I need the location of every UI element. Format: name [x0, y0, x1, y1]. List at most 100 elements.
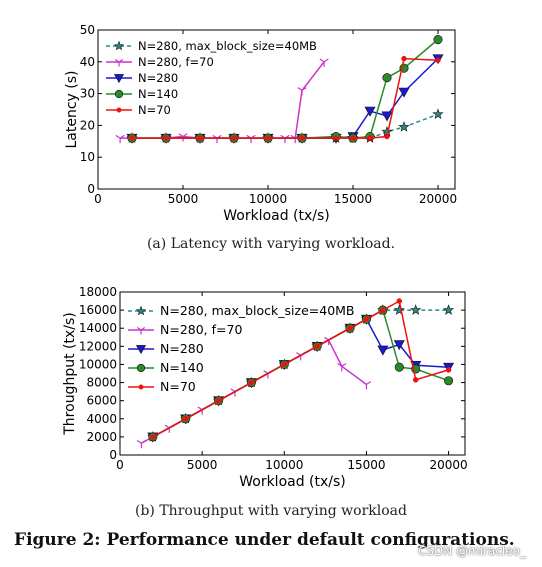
throughput-legend: N=280, max_block_size=40MB N=280, f=70 N=2…: [128, 303, 355, 394]
latency-ytick-label-2: 20: [80, 118, 95, 132]
throughput-ytick-label-3: 6000: [86, 394, 117, 408]
throughput-series-4-line: [152, 299, 449, 438]
throughput-series-4-point-11: [445, 367, 452, 373]
throughput-legend-marker-0: [135, 305, 147, 316]
throughput-series-2-point-8: [377, 345, 389, 356]
latency-xtick-label-0: 0: [94, 192, 102, 206]
latency-legend-label-4: N=70: [138, 103, 171, 117]
throughput-ytick-label-4: 8000: [86, 376, 117, 390]
latency-series-3-point-11: [433, 34, 443, 45]
throughput-ytick-label-2: 4000: [86, 412, 117, 426]
latency-chart: 0 5000 10000 15000 20000 0 10 20 30 40 50 Workload …: [64, 23, 457, 224]
throughput-series-0-point-9: [393, 304, 405, 315]
latency-legend-label-1: N=280, f=70: [138, 55, 214, 69]
latency-legend-marker-2: [113, 74, 125, 84]
throughput-ytick-label-9: 18000: [79, 285, 117, 299]
throughput-legend-marker-4: [138, 384, 144, 390]
throughput-legend-label-1: N=280, f=70: [160, 322, 242, 337]
latency-series-4-point-4: [265, 135, 271, 141]
latency-series-4-point-0: [129, 135, 135, 141]
latency-ytick-label-1: 10: [80, 150, 95, 164]
throughput-series-4: [150, 298, 452, 440]
latency-series-4-point-2: [197, 135, 203, 141]
latency-legend-label-0: N=280, max_block_size=40MB: [138, 39, 317, 53]
watermark: CSDN @miracleo_: [418, 544, 526, 558]
throughput-legend-marker-2: [135, 345, 147, 355]
throughput-ytick-label-7: 14000: [79, 321, 117, 335]
throughput-series-4-point-5: [314, 343, 320, 350]
latency-xtick-label-4: 20000: [419, 192, 457, 206]
throughput-series-0-point-10: [410, 304, 422, 315]
throughput-legend-label-0: N=280, max_block_size=40MB: [160, 303, 355, 318]
throughput-series-4-point-0: [150, 434, 156, 440]
latency-series-2-point-9: [381, 111, 393, 122]
throughput-ytick-label-5: 10000: [79, 357, 117, 371]
latency-legend-marker-1: [114, 59, 124, 67]
latency-ytick-label-3: 30: [80, 87, 95, 101]
latency-series-4-point-9: [384, 133, 390, 140]
throughput-y-axis-label: Throughput (tx/s): [62, 312, 78, 435]
latency-series-4-point-1: [163, 135, 169, 141]
latency-xtick-label-3: 15000: [334, 192, 372, 206]
latency-series-4-point-5: [299, 135, 305, 141]
throughput-series-4-point-3: [248, 379, 255, 386]
latency-ytick-label-0: 0: [87, 182, 95, 196]
latency-xtick-label-2: 10000: [249, 192, 287, 206]
figure-caption: Figure 2: Performance under default conf…: [14, 530, 515, 550]
latency-series-1-point-11: [319, 58, 329, 67]
latency-series-2-point-8: [364, 106, 376, 117]
latency-series-4-point-6: [333, 135, 339, 141]
throughput-xtick-label-2: 10000: [265, 458, 303, 472]
latency-caption: (a) Latency with varying workload.: [146, 236, 396, 252]
throughput-plot-frame: [119, 291, 466, 456]
latency-legend-marker-4: [116, 107, 122, 113]
throughput-chart: 0 5000 10000 15000 20000 0 2000 4000 6000 8000 100…: [62, 285, 468, 490]
throughput-legend-marker-3: [136, 363, 146, 373]
throughput-legend-label-3: N=140: [160, 360, 204, 375]
latency-legend-marker-0: [113, 40, 125, 51]
throughput-legend-marker-1: [136, 327, 146, 335]
throughput-caption: (b) Throughput with varying workload: [135, 503, 407, 519]
throughput-series-4-point-4: [281, 361, 288, 368]
latency-series-1-point-10: [297, 87, 307, 96]
latency-series-0-point-11: [432, 108, 444, 119]
latency-ytick-label-5: 50: [80, 23, 95, 37]
latency-ytick-label-4: 40: [80, 55, 95, 69]
throughput-series-4-point-1: [182, 416, 189, 422]
throughput-series-4-point-7: [363, 316, 370, 322]
throughput-x-axis-label: Workload (tx/s): [239, 474, 346, 490]
throughput-series-4-point-8: [380, 307, 386, 313]
latency-series-4-point-7: [350, 135, 356, 141]
throughput-series-3-point-11: [444, 376, 454, 386]
latency-legend-label-3: N=140: [138, 87, 178, 101]
latency-series-3-point-9: [382, 73, 392, 83]
throughput-series-0-point-11: [442, 304, 455, 315]
latency-series-4-point-8: [367, 135, 373, 141]
throughput-series-4-point-2: [215, 397, 222, 404]
latency-series-4-line: [132, 57, 439, 139]
latency-series-4-point-3: [231, 135, 237, 141]
throughput-series-4-point-10: [412, 377, 419, 383]
throughput-xtick-label-0: 0: [116, 458, 124, 472]
latency-y-axis-label: Latency (s): [64, 70, 80, 148]
throughput-xtick-label-3: 15000: [347, 458, 385, 472]
throughput-ytick-label-1: 2000: [86, 430, 117, 444]
throughput-xtick-label-4: 20000: [429, 458, 467, 472]
latency-x-axis-label: Workload (tx/s): [223, 208, 330, 224]
latency-legend-marker-3: [114, 89, 124, 99]
throughput-series-1-point-13: [337, 363, 347, 372]
throughput-ytick-label-0: 0: [109, 448, 117, 462]
latency-series-4-point-10: [401, 55, 407, 62]
throughput-series-1-point-0: [136, 439, 146, 449]
throughput-legend-label-2: N=280: [160, 341, 204, 356]
latency-series-2-point-10: [398, 87, 410, 98]
latency-legend: N=280, max_block_size=40MB N=280, f=70 N=2…: [106, 39, 317, 117]
throughput-legend-label-4: N=70: [160, 379, 196, 394]
latency-series-1-point-0: [115, 134, 125, 144]
latency-plot-frame: [97, 29, 456, 190]
latency-series-4-point-11: [435, 57, 441, 63]
latency-series-0-point-10: [398, 121, 410, 132]
throughput-series-4-point-9: [396, 298, 403, 304]
throughput-series-4-point-6: [347, 325, 353, 331]
throughput-xtick-label-1: 5000: [187, 458, 218, 472]
